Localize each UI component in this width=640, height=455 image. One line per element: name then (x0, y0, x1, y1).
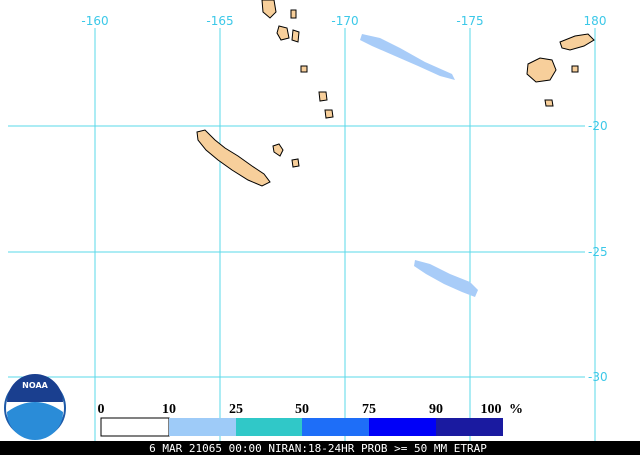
legend-label: 90 (429, 402, 443, 417)
island (291, 158, 300, 168)
lon-label: -170 (331, 14, 358, 28)
island (276, 25, 290, 41)
legend-label: 0 (98, 402, 105, 417)
legend: 0 10 25 50 75 90 100 % (98, 402, 523, 437)
island (272, 143, 284, 157)
logo-text: NOAA (22, 381, 48, 390)
island (318, 91, 328, 102)
legend-swatch (369, 418, 436, 436)
island (526, 57, 557, 83)
island (544, 99, 554, 107)
island (559, 33, 595, 51)
footer-text: 6 MAR 21065 00:00 NIRAN:18-24HR PROB >= … (149, 442, 487, 455)
lat-label: -25 (588, 245, 608, 259)
latitude-labels: -20 -25 -30 (588, 119, 608, 384)
rain-areas (360, 34, 478, 297)
land (196, 0, 595, 187)
graticule (8, 28, 596, 441)
legend-swatch (236, 418, 302, 436)
legend-swatch (436, 418, 503, 436)
lon-label: -165 (206, 14, 233, 28)
lon-label: 180 (584, 14, 607, 28)
lat-label: -20 (588, 119, 608, 133)
island (196, 129, 271, 187)
rain-area (360, 34, 455, 80)
longitude-labels: -160 -165 -170 -175 180 (81, 14, 606, 28)
rain-area (414, 260, 478, 297)
legend-label: 50 (295, 402, 309, 417)
island (300, 65, 308, 73)
legend-swatch (169, 418, 236, 436)
legend-swatch (302, 418, 369, 436)
footer-bar (0, 441, 640, 455)
legend-label: 75 (362, 402, 376, 417)
lon-label: -160 (81, 14, 108, 28)
island (261, 0, 277, 19)
noaa-logo: NOAA (4, 374, 66, 440)
legend-unit: % (509, 402, 523, 417)
legend-swatch (100, 417, 170, 437)
lon-label: -175 (456, 14, 483, 28)
island (324, 109, 334, 119)
logo-top (7, 374, 63, 402)
logo-bottom (7, 402, 63, 440)
legend-label: 25 (229, 402, 243, 417)
legend-label: 10 (162, 402, 176, 417)
lat-label: -30 (588, 370, 608, 384)
island (290, 9, 297, 19)
island (571, 65, 579, 73)
island (291, 29, 300, 43)
legend-label: 100 (481, 402, 502, 417)
